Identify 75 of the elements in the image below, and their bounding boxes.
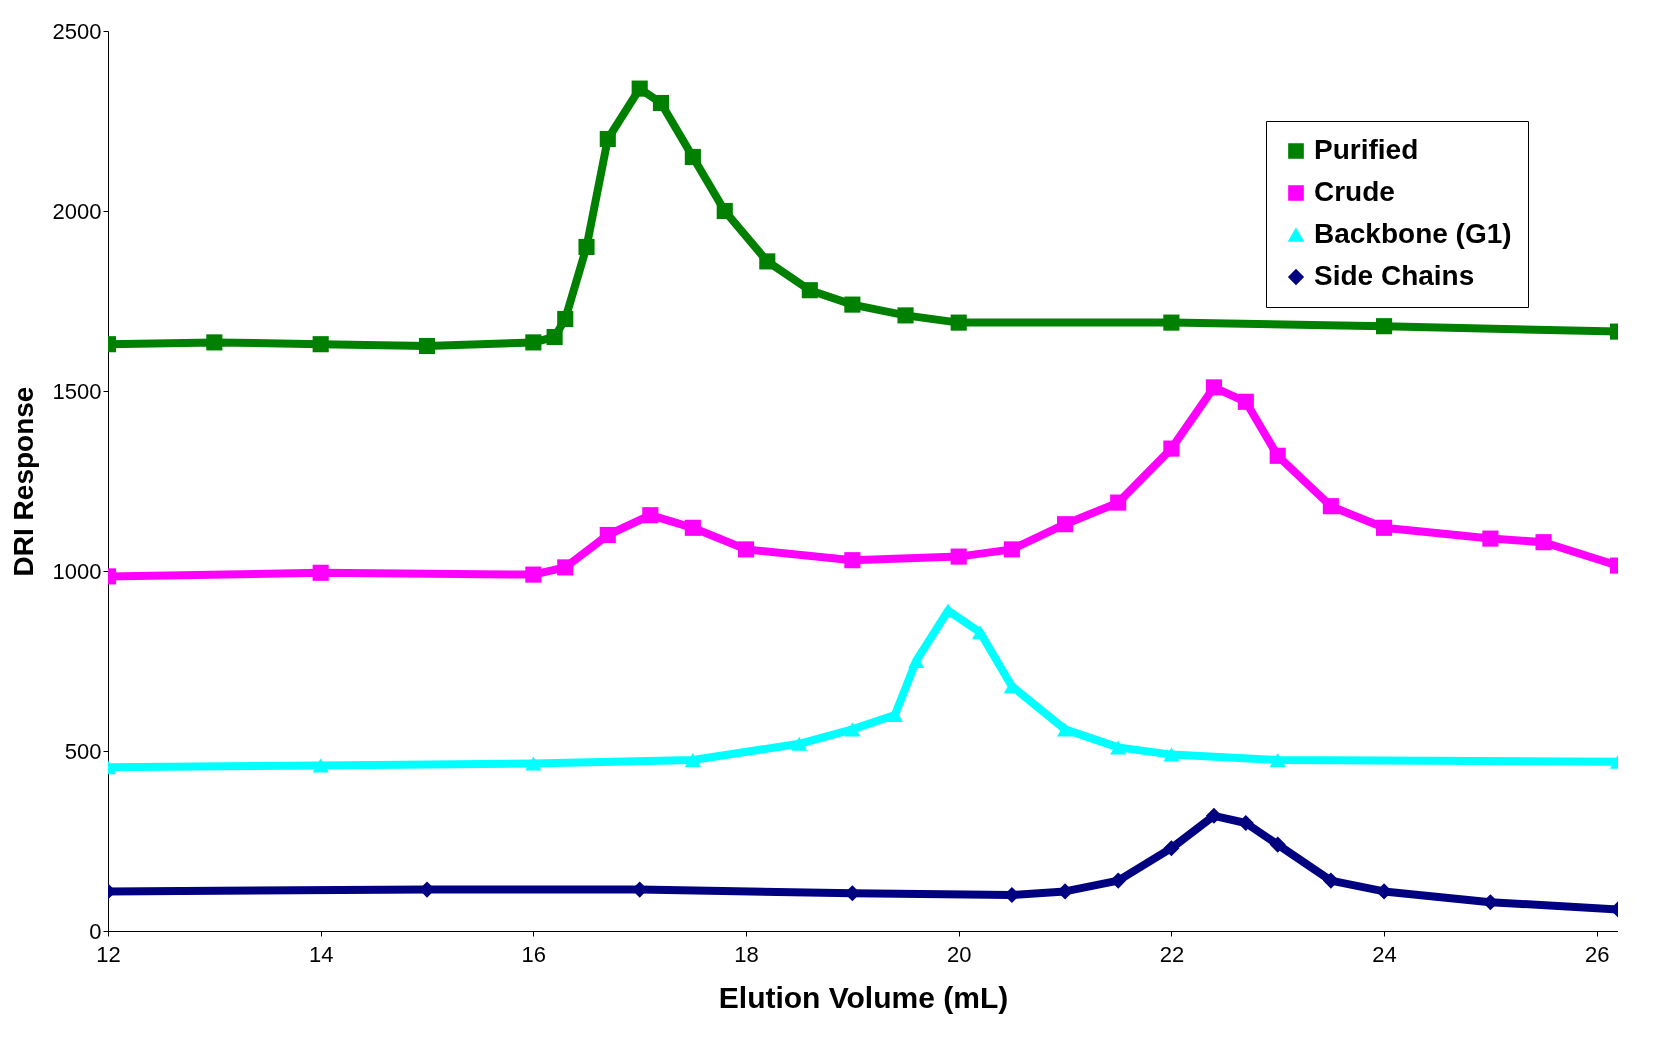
point xyxy=(737,541,755,558)
point xyxy=(206,334,223,351)
point xyxy=(631,80,648,97)
point xyxy=(642,507,659,524)
point xyxy=(525,334,542,351)
point xyxy=(312,564,329,581)
point xyxy=(844,296,861,313)
point xyxy=(1003,541,1020,558)
point xyxy=(1269,753,1286,767)
x-tick-label: 24 xyxy=(1372,941,1397,967)
point xyxy=(525,756,542,771)
point xyxy=(546,328,563,346)
point xyxy=(525,566,542,583)
legend-label: Side Chains xyxy=(1314,260,1475,291)
x-tick-label: 22 xyxy=(1159,941,1185,967)
point xyxy=(1110,740,1127,755)
point xyxy=(716,202,733,220)
point xyxy=(971,625,989,640)
y-tick-label: 500 xyxy=(64,738,102,764)
point xyxy=(312,336,329,353)
y-tick-label: 2000 xyxy=(52,198,102,224)
x-tick-label: 12 xyxy=(96,941,121,967)
y-tick-label: 1500 xyxy=(52,378,102,404)
point xyxy=(1163,314,1180,331)
point xyxy=(791,736,808,751)
x-tick-label: 14 xyxy=(308,941,334,967)
x-tick-label: 26 xyxy=(1584,941,1610,967)
point xyxy=(844,552,861,569)
point xyxy=(1269,836,1286,853)
point xyxy=(1482,530,1499,547)
point xyxy=(557,559,574,576)
x-axis-title: Elution Volume (mL) xyxy=(718,980,1009,1014)
legend-label: Purified xyxy=(1314,134,1419,165)
x-tick-label: 18 xyxy=(734,941,759,967)
y-axis-title: DRI Response xyxy=(7,386,39,577)
point xyxy=(759,253,776,270)
legend-label: Backbone (G1) xyxy=(1314,218,1512,249)
point xyxy=(1163,440,1180,457)
y-tick-label: 0 xyxy=(89,918,102,944)
point xyxy=(312,758,329,773)
point xyxy=(599,130,616,148)
point xyxy=(1375,318,1393,335)
point xyxy=(1237,393,1254,410)
x-tick-label: 20 xyxy=(946,941,972,967)
legend-label: Crude xyxy=(1314,176,1395,207)
point xyxy=(1375,519,1393,536)
point xyxy=(1110,872,1127,889)
point xyxy=(1056,722,1074,737)
point xyxy=(684,753,701,767)
point xyxy=(1269,447,1286,464)
point xyxy=(1056,516,1074,533)
x-tick-label: 16 xyxy=(521,941,547,967)
point xyxy=(1163,840,1180,857)
point xyxy=(418,337,436,355)
point xyxy=(1322,872,1339,889)
point xyxy=(684,519,701,536)
point xyxy=(908,654,925,668)
point xyxy=(1110,494,1127,511)
y-tick-label: 2500 xyxy=(52,18,102,44)
point xyxy=(1163,747,1180,762)
y-tick-label: 1000 xyxy=(52,558,102,584)
point xyxy=(599,526,616,544)
point xyxy=(684,148,701,166)
point xyxy=(578,238,595,256)
point xyxy=(950,314,967,331)
point xyxy=(1205,379,1222,396)
point xyxy=(1322,498,1339,515)
point xyxy=(557,310,574,328)
point xyxy=(897,307,914,324)
point xyxy=(652,94,670,112)
point xyxy=(1535,534,1552,551)
point xyxy=(950,548,967,565)
point xyxy=(1205,807,1222,824)
point xyxy=(801,282,818,299)
point xyxy=(844,722,861,737)
